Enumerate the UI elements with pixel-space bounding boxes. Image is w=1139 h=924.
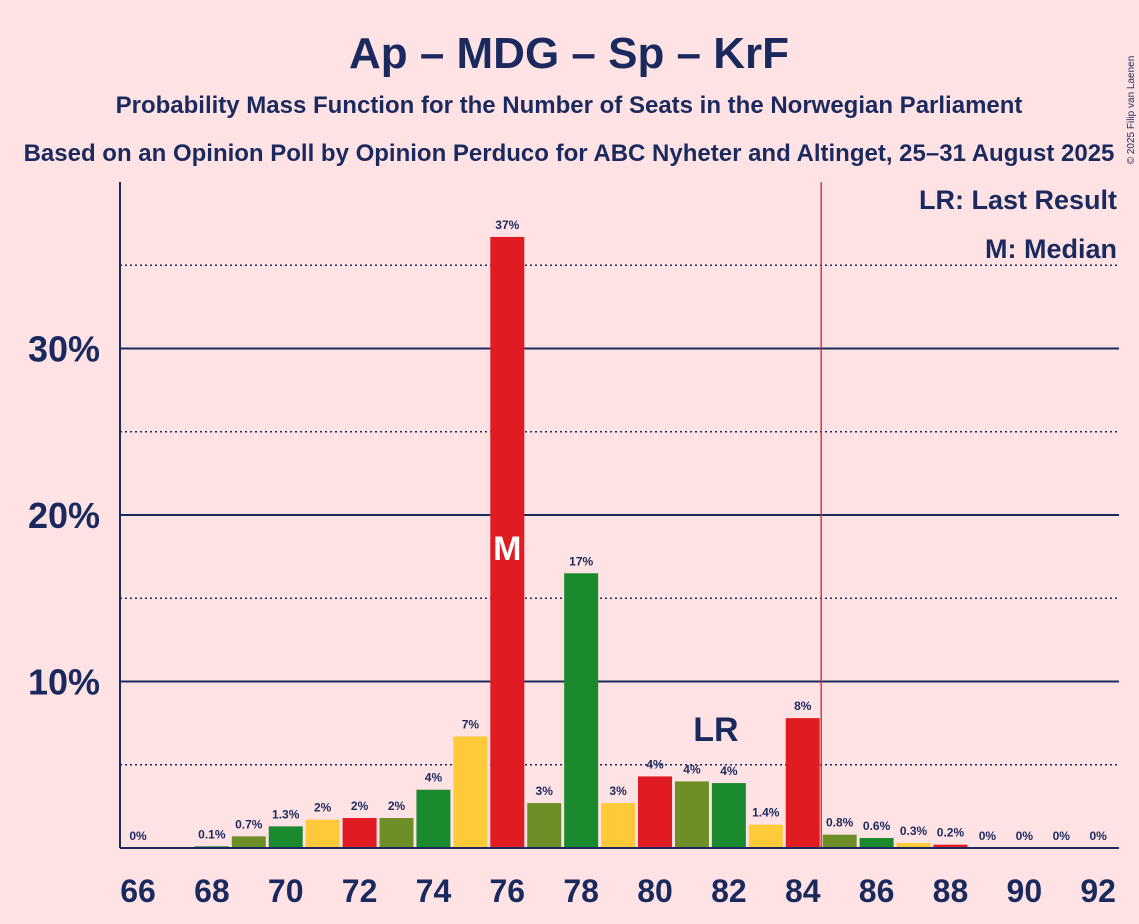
x-tick-label: 78 xyxy=(563,873,599,909)
x-tick-label: 82 xyxy=(711,873,747,909)
data-label-seat-85: 0.8% xyxy=(826,816,854,830)
x-tick-label: 86 xyxy=(859,873,895,909)
x-tick-label: 90 xyxy=(1007,873,1043,909)
data-label-seat-76: 37% xyxy=(495,218,519,232)
data-label-seat-69: 0.7% xyxy=(235,817,263,831)
data-label-seat-73: 2% xyxy=(388,799,406,813)
x-tick-label: 88 xyxy=(933,873,969,909)
x-tick-label: 68 xyxy=(194,873,230,909)
data-label-seat-92: 0% xyxy=(1090,829,1108,843)
x-tick-label: 66 xyxy=(120,873,156,909)
bar-seat-70 xyxy=(268,826,303,848)
data-label-seat-79: 3% xyxy=(609,784,627,798)
data-label-seat-71: 2% xyxy=(314,801,332,815)
legend-median: M: Median xyxy=(985,234,1117,264)
x-tick-label: 84 xyxy=(785,873,821,909)
bar-seat-75 xyxy=(453,736,488,848)
chart-title: Ap – MDG – Sp – KrF xyxy=(349,29,789,78)
median-marker: M xyxy=(493,530,521,568)
bar-seat-85 xyxy=(822,834,857,848)
data-label-seat-84: 8% xyxy=(794,699,812,713)
bar-seat-72 xyxy=(342,818,377,848)
bar-seat-80 xyxy=(638,776,673,848)
data-label-seat-66: 0% xyxy=(129,829,147,843)
data-label-seat-72: 2% xyxy=(351,799,369,813)
x-tick-label: 74 xyxy=(416,873,452,909)
data-label-seat-77: 3% xyxy=(536,784,554,798)
x-tick-label: 72 xyxy=(342,873,378,909)
bar-seat-86 xyxy=(859,838,894,848)
chart-subtitle: Probability Mass Function for the Number… xyxy=(116,92,1023,119)
data-label-seat-91: 0% xyxy=(1053,829,1071,843)
data-label-seat-78: 17% xyxy=(569,554,593,568)
bar-seat-73 xyxy=(379,818,414,848)
copyright-note: © 2025 Filip van Laenen xyxy=(1126,56,1137,165)
data-label-seat-81: 4% xyxy=(683,762,701,776)
gridlines xyxy=(120,264,1119,766)
x-tick-label: 80 xyxy=(637,873,673,909)
bar-seat-69 xyxy=(231,836,266,848)
data-label-seat-82: 4% xyxy=(720,764,738,778)
bar-seat-84 xyxy=(785,718,820,848)
chart-source-line: Based on an Opinion Poll by Opinion Perd… xyxy=(24,140,1115,167)
x-tick-label: 92 xyxy=(1080,873,1116,909)
y-tick-label: 20% xyxy=(28,495,100,536)
bar-seat-87 xyxy=(896,843,931,848)
legend-last-result: LR: Last Result xyxy=(919,185,1117,215)
bar-seat-81 xyxy=(674,781,709,848)
data-label-seat-87: 0.3% xyxy=(900,824,928,838)
data-label-seat-89: 0% xyxy=(979,829,997,843)
last-result-marker: LR xyxy=(693,711,738,749)
data-label-seat-83: 1.4% xyxy=(752,806,780,820)
data-label-seat-74: 4% xyxy=(425,771,443,785)
data-labels: 0% 0.1% 0.7% 1.3% 2% 2% 2% 4% 7% 37% 3% 17% 3% 4% 4% 4%… xyxy=(129,218,1107,843)
data-label-seat-86: 0.6% xyxy=(863,819,891,833)
data-label-seat-90: 0% xyxy=(1016,829,1034,843)
bar-seat-76 xyxy=(490,236,525,848)
data-label-seat-80: 4% xyxy=(646,757,664,771)
data-label-seat-75: 7% xyxy=(462,717,480,731)
data-label-seat-88: 0.2% xyxy=(937,826,965,840)
axes: 10% 20% 30% 66 68 70 72 74 76 78 80 82 84 86 88 90 92 xyxy=(28,182,1119,909)
data-label-seat-68: 0.1% xyxy=(198,827,226,841)
bar-seat-71 xyxy=(305,819,340,848)
bar-seat-74 xyxy=(416,789,451,848)
bar-seat-82 xyxy=(711,783,746,848)
bars xyxy=(194,236,968,848)
x-tick-label: 76 xyxy=(490,873,526,909)
bar-seat-79 xyxy=(601,803,636,848)
y-tick-label: 30% xyxy=(28,329,100,370)
bar-seat-78 xyxy=(564,573,599,848)
data-label-seat-70: 1.3% xyxy=(272,807,300,821)
x-tick-label: 70 xyxy=(268,873,304,909)
y-tick-label: 10% xyxy=(28,662,100,703)
bar-seat-77 xyxy=(527,803,562,848)
bar-seat-88 xyxy=(933,844,968,848)
bar-seat-83 xyxy=(748,824,783,848)
